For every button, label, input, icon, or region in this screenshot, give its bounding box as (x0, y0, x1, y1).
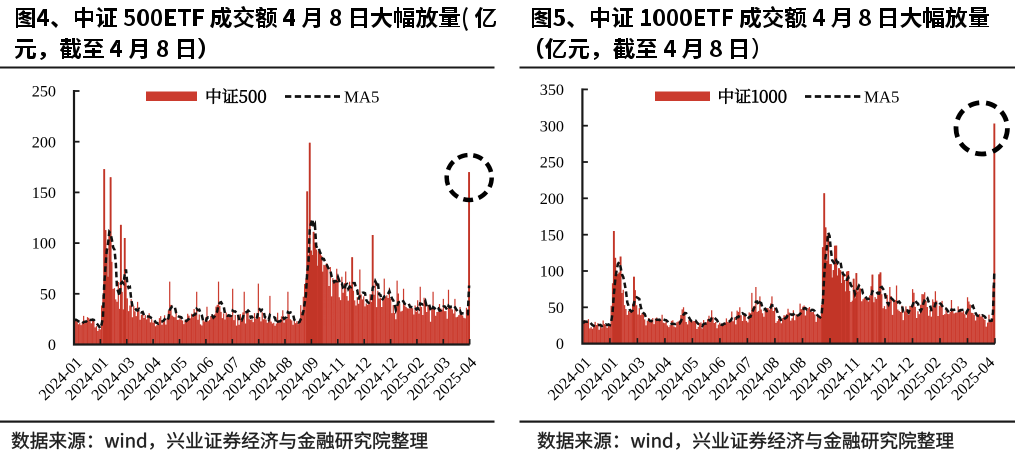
svg-text:350: 350 (540, 81, 564, 99)
svg-text:250: 250 (32, 83, 56, 101)
svg-text:50: 50 (40, 285, 56, 303)
svg-text:250: 250 (540, 154, 564, 172)
svg-text:150: 150 (540, 226, 564, 244)
svg-text:0: 0 (48, 336, 56, 354)
svg-text:300: 300 (540, 117, 564, 135)
svg-text:200: 200 (540, 190, 564, 208)
svg-text:100: 100 (540, 263, 564, 281)
svg-text:150: 150 (32, 184, 56, 202)
svg-text:200: 200 (32, 133, 56, 151)
svg-text:MA5: MA5 (344, 88, 379, 107)
svg-text:50: 50 (548, 299, 564, 317)
svg-text:100: 100 (32, 235, 56, 253)
svg-text:MA5: MA5 (864, 88, 899, 107)
svg-text:0: 0 (556, 335, 564, 353)
